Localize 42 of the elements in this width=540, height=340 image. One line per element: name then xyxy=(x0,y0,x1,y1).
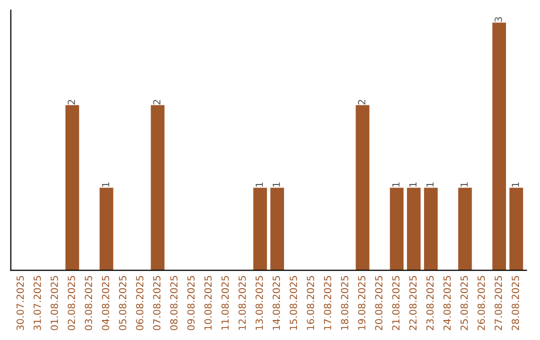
data-label: 2 xyxy=(68,100,75,104)
data-label: 1 xyxy=(392,182,400,187)
x-tick-label: 22.08.2025 xyxy=(409,276,417,330)
x-tick-label: 01.08.2025 xyxy=(50,276,58,330)
x-tick-label: 14.08.2025 xyxy=(272,276,280,330)
x-tick-label: 11.08.2025 xyxy=(221,276,229,330)
data-label: 1 xyxy=(272,182,280,187)
x-tick-label: 02.08.2025 xyxy=(68,276,76,330)
x-tick-label: 27.08.2025 xyxy=(494,276,502,330)
x-tick-label: 21.08.2025 xyxy=(392,276,400,330)
x-tick-label: 13.08.2025 xyxy=(256,276,263,330)
x-tick-label: 08.08.2025 xyxy=(170,276,178,330)
x-tick-label: 15.08.2025 xyxy=(290,276,298,330)
data-label: 2 xyxy=(153,100,160,104)
x-tick-label: 23.08.2025 xyxy=(426,276,434,330)
x-tick-label: 03.08.2025 xyxy=(84,276,92,330)
x-tick-label: 04.08.2025 xyxy=(102,276,110,330)
data-label: 1 xyxy=(460,182,468,187)
x-tick-label: 26.08.2025 xyxy=(478,276,485,330)
x-tick-label: 30.07.2025 xyxy=(16,276,24,330)
x-tick-label: 31.07.2025 xyxy=(34,276,41,330)
x-tick-label: 24.08.2025 xyxy=(443,276,451,330)
x-tick-label: 16.08.2025 xyxy=(306,276,314,330)
x-tick-label: 10.08.2025 xyxy=(204,276,212,330)
x-tick-label: 19.08.2025 xyxy=(358,276,366,330)
data-label: 1 xyxy=(426,182,434,187)
data-label: 1 xyxy=(102,182,110,187)
data-label: 2 xyxy=(358,100,366,104)
x-tick-label: 09.08.2025 xyxy=(187,276,195,330)
data-label: 1 xyxy=(409,182,416,187)
x-tick-label: 17.08.2025 xyxy=(324,276,332,330)
x-tick-label: 05.08.2025 xyxy=(118,276,126,330)
x-tick-label: 25.08.2025 xyxy=(460,276,468,330)
x-tick-label: 12.08.2025 xyxy=(238,276,246,330)
x-tick-label: 20.08.2025 xyxy=(375,276,382,330)
x-tick-label: 18.08.2025 xyxy=(340,276,348,330)
x-tick-label: 07.08.2025 xyxy=(153,276,160,330)
x-tick-label: 06.08.2025 xyxy=(136,276,144,330)
data-label: 1 xyxy=(512,182,519,187)
x-tick-label: 28.08.2025 xyxy=(512,276,520,330)
data-label: 1 xyxy=(256,182,263,187)
data-label: 3 xyxy=(494,17,502,22)
